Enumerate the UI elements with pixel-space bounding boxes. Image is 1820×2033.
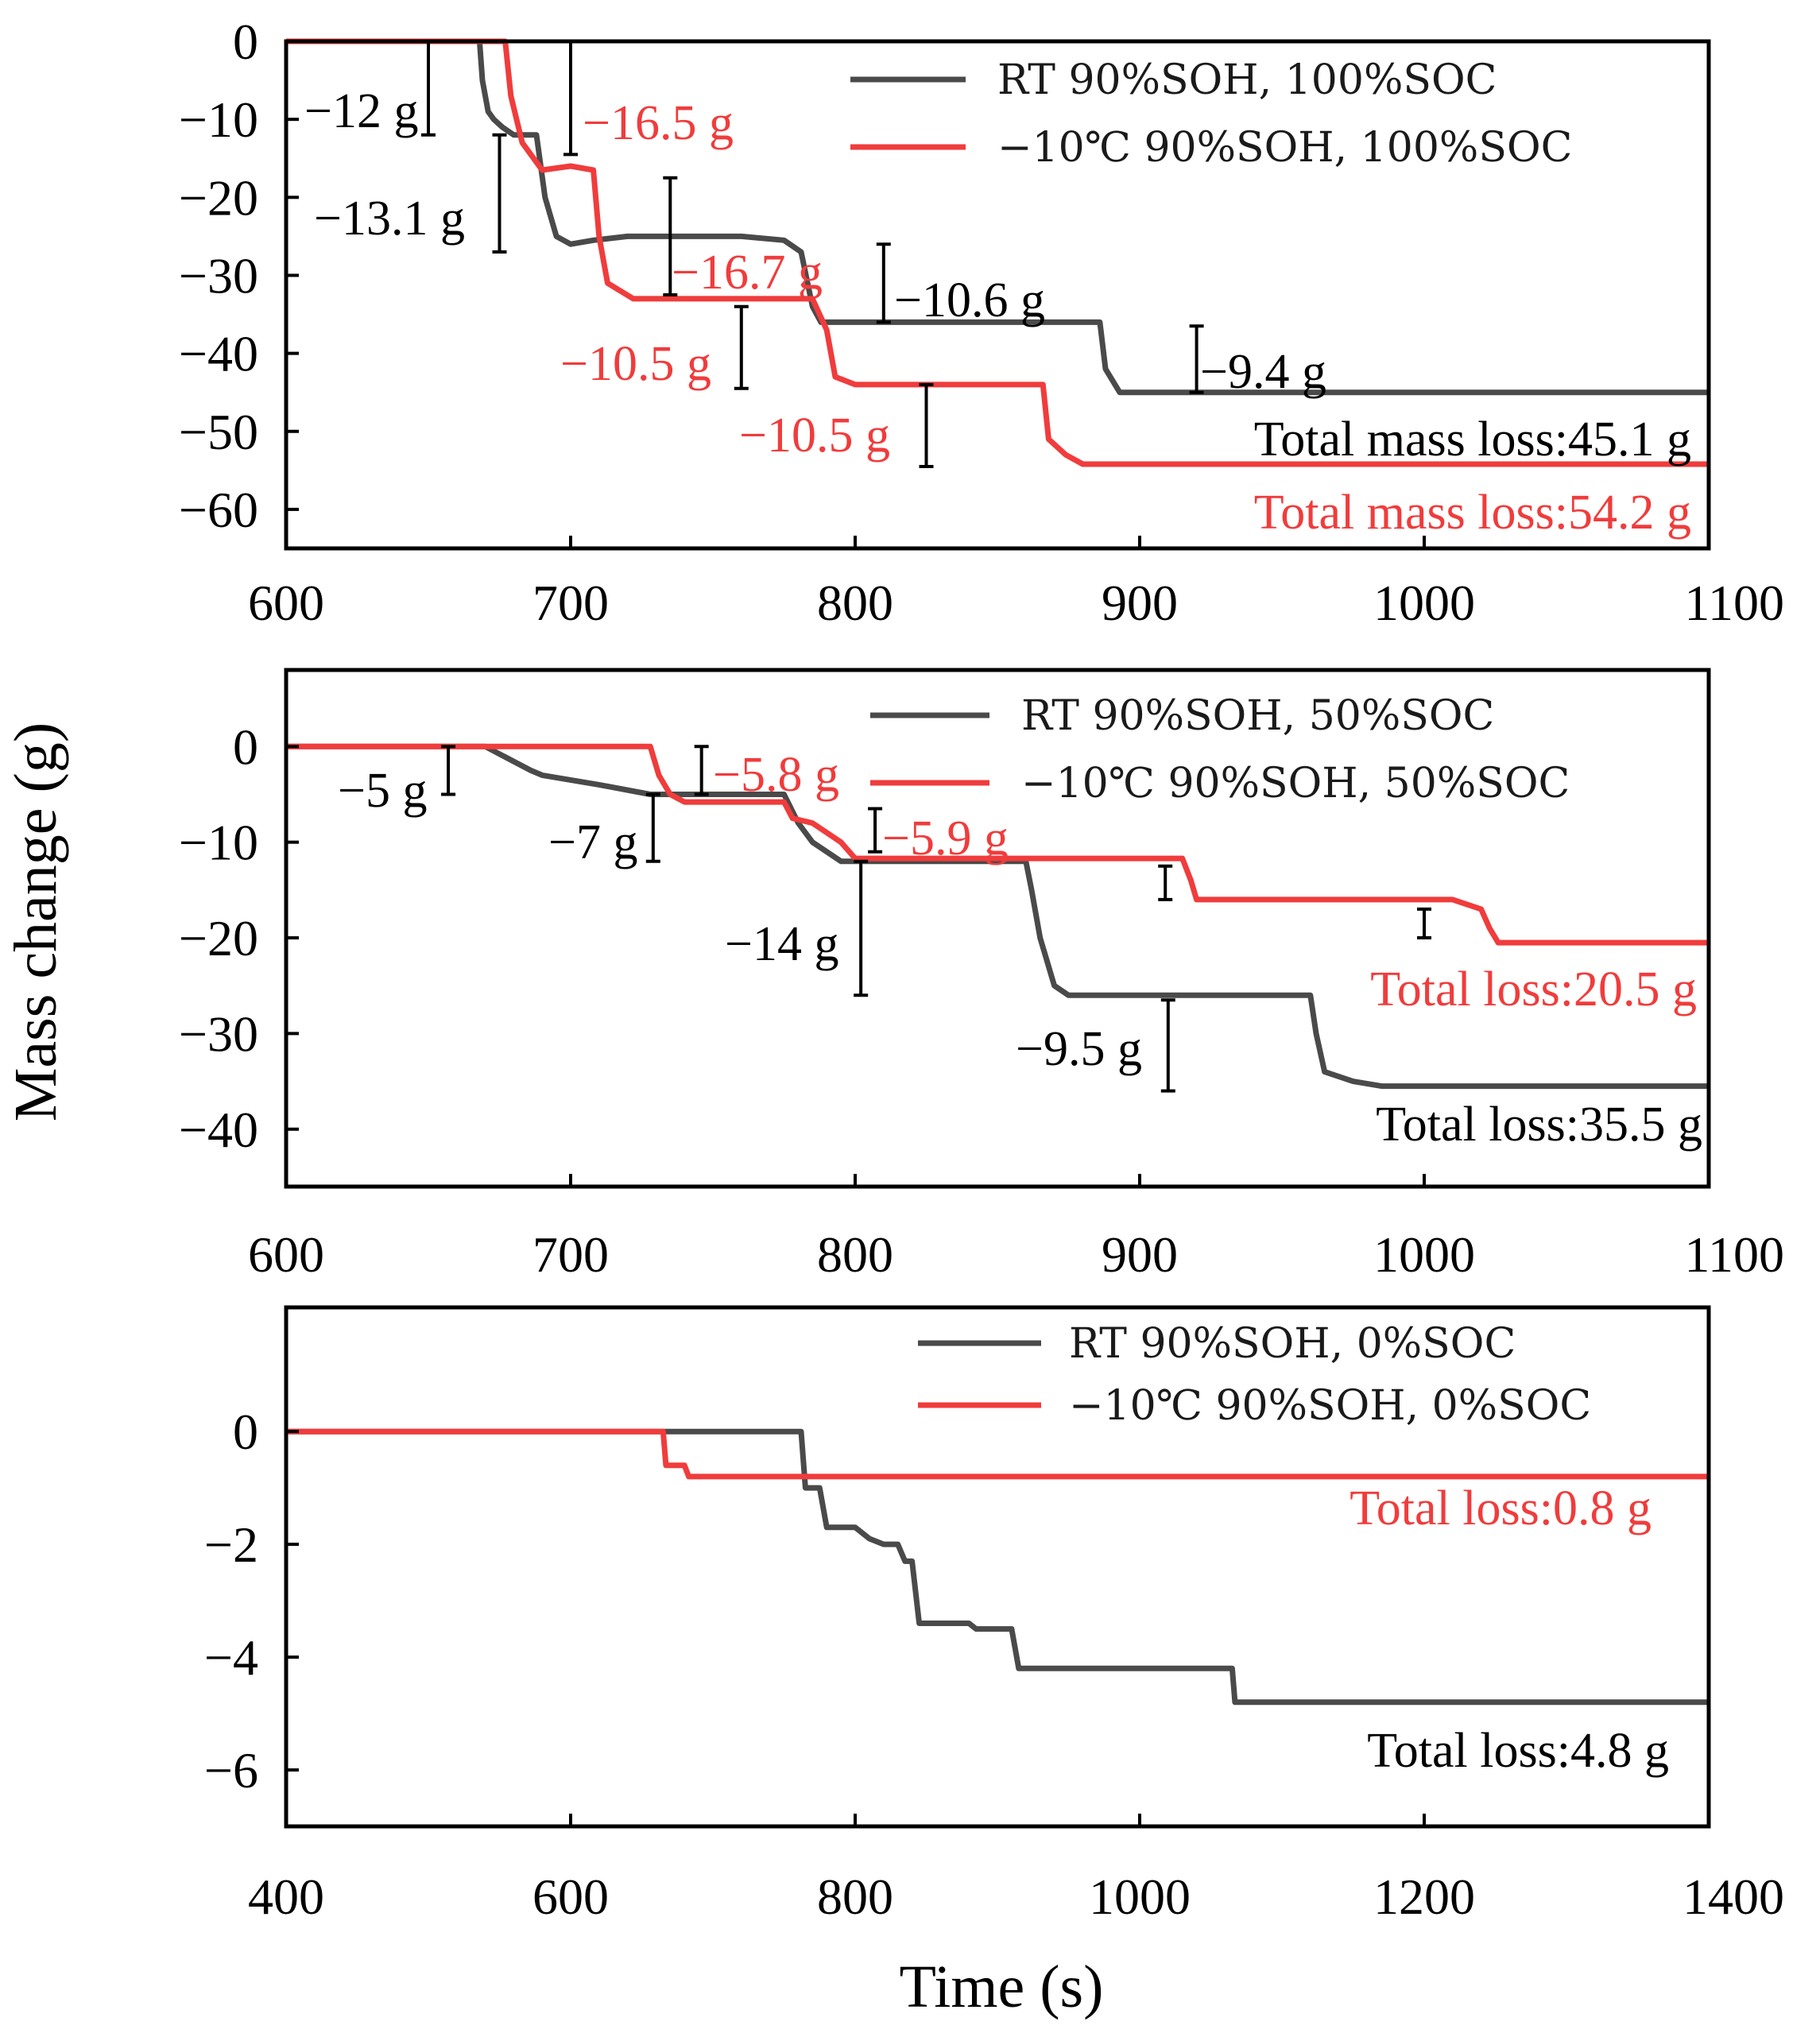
annotation-label: −16.5 g — [583, 96, 734, 150]
y-tick-label: −60 — [179, 482, 258, 538]
error-bar — [492, 133, 507, 254]
legend-entry: RT 90%SOH, 50%SOC — [870, 692, 1494, 740]
annotation-label: −10.5 g — [739, 409, 890, 463]
annotation-label: Total loss:4.8 g — [1367, 1724, 1669, 1778]
legend-label: −10℃ 90%SOH, 50%SOC — [1021, 760, 1570, 807]
y-tick-label: −20 — [179, 169, 258, 226]
error-bar — [876, 242, 891, 324]
x-tick-label: 600 — [248, 575, 324, 631]
x-tick-label: 600 — [248, 1226, 324, 1283]
x-tick-label: 1200 — [1373, 1868, 1475, 1925]
x-tick-label: 1000 — [1373, 1226, 1475, 1283]
x-tick-label: 1100 — [1684, 1226, 1784, 1283]
legend-entry: −10℃ 90%SOH, 50%SOC — [870, 760, 1570, 807]
error-bar — [854, 859, 869, 997]
x-tick-label: 900 — [1102, 1226, 1178, 1283]
x-axis-label: Time (s) — [900, 1954, 1104, 2020]
y-tick-label: −2 — [204, 1516, 258, 1573]
x-tick-label: 800 — [817, 1226, 893, 1283]
error-bar — [563, 40, 578, 157]
y-tick-label: −30 — [179, 1005, 258, 1062]
legend-entry: RT 90%SOH, 0%SOC — [918, 1320, 1516, 1368]
x-tick-label: 700 — [532, 575, 609, 631]
y-tick-label: 0 — [233, 1404, 258, 1460]
y-tick-label: −10 — [179, 91, 258, 148]
y-tick-label: −30 — [179, 247, 258, 304]
legend-label: −10℃ 90%SOH, 100%SOC — [997, 124, 1572, 172]
error-bar — [1417, 907, 1431, 940]
x-tick-label: 900 — [1102, 575, 1178, 631]
error-bar — [868, 807, 883, 854]
annotation-label: −7 g — [548, 815, 637, 869]
series-line-rt — [286, 1428, 1709, 1706]
error-bar — [421, 40, 436, 137]
series-line-cold — [286, 1428, 1709, 1480]
annotation-label: −9.4 g — [1200, 345, 1326, 399]
x-tick-label: 400 — [248, 1868, 324, 1925]
x-tick-label: 800 — [817, 1868, 893, 1925]
chart-panel-1: −12 g −16.5 g −13.1 g −16.7 g −10.6 g −10.5 g… — [179, 14, 1784, 631]
error-bar — [441, 745, 456, 796]
error-bar — [645, 792, 660, 863]
plot-frame — [284, 668, 1711, 1189]
error-bar — [663, 176, 678, 296]
annotation-label: Total mass loss:54.2 g — [1254, 486, 1691, 540]
series-line-cold — [286, 743, 1709, 946]
y-tick-label: −50 — [179, 404, 258, 460]
y-tick-label: −40 — [179, 1102, 258, 1158]
error-bar — [1158, 864, 1173, 901]
error-bar — [1189, 324, 1204, 394]
annotation-label: −12 g — [304, 84, 418, 138]
annotation-label: −16.7 g — [672, 246, 823, 300]
y-tick-label: −6 — [204, 1742, 258, 1799]
y-tick-label: 0 — [233, 14, 258, 70]
y-axis-label: Mass change (g) — [2, 722, 69, 1121]
error-bar — [1160, 998, 1175, 1093]
legend-entry: RT 90%SOH, 100%SOC — [850, 56, 1497, 104]
series-line-rt — [286, 38, 1709, 396]
error-bar — [734, 304, 749, 390]
y-tick-label: −40 — [179, 326, 258, 382]
x-tick-label: 1100 — [1684, 575, 1784, 631]
legend-entry: −10℃ 90%SOH, 100%SOC — [850, 124, 1572, 172]
legend-label: −10℃ 90%SOH, 0%SOC — [1069, 1382, 1591, 1430]
y-tick-label: −20 — [179, 910, 258, 966]
plot-frame — [284, 1305, 1711, 1829]
error-bar — [694, 745, 709, 796]
series-line-rt — [286, 743, 1709, 1090]
legend-label: RT 90%SOH, 100%SOC — [997, 56, 1497, 104]
legend-label: RT 90%SOH, 50%SOC — [1021, 692, 1494, 740]
annotation-label: −14 g — [725, 917, 838, 971]
plot-frame — [284, 39, 1711, 551]
annotation-label: Total mass loss:45.1 g — [1254, 412, 1691, 467]
x-tick-label: 800 — [817, 575, 893, 631]
x-tick-label: 600 — [532, 1868, 609, 1925]
annotation-label: Total loss:20.5 g — [1370, 962, 1697, 1016]
legend-entry: −10℃ 90%SOH, 0%SOC — [918, 1382, 1591, 1430]
chart-panel-2: −5 g −5.8 g −7 g −5.9 g −14 g −9.5 g Total los… — [179, 668, 1784, 1283]
annotation-label: −10.5 g — [560, 337, 711, 391]
annotation-label: Total loss:0.8 g — [1350, 1481, 1652, 1535]
y-tick-label: −4 — [204, 1629, 258, 1686]
annotation-label: −5.9 g — [882, 811, 1009, 865]
legend-label: RT 90%SOH, 0%SOC — [1069, 1320, 1516, 1368]
series-line-cold — [286, 38, 1709, 467]
x-tick-label: 1000 — [1089, 1868, 1191, 1925]
annotation-label: −5.8 g — [713, 748, 839, 802]
y-tick-label: −10 — [179, 815, 258, 871]
annotation-label: Total loss:35.5 g — [1376, 1098, 1702, 1152]
chart-panel-3: Total loss:0.8 g Total loss:4.8 g RT 90%SO… — [204, 1305, 1784, 1925]
annotation-label: −13.1 g — [314, 192, 465, 246]
annotation-label: −9.5 g — [1016, 1022, 1142, 1076]
x-tick-label: 700 — [532, 1226, 609, 1283]
x-tick-label: 1400 — [1683, 1868, 1784, 1925]
x-tick-label: 1000 — [1373, 575, 1475, 631]
annotation-label: −5 g — [338, 764, 427, 818]
annotation-label: −10.6 g — [894, 273, 1045, 327]
error-bar — [919, 382, 934, 468]
y-tick-label: 0 — [233, 718, 258, 775]
